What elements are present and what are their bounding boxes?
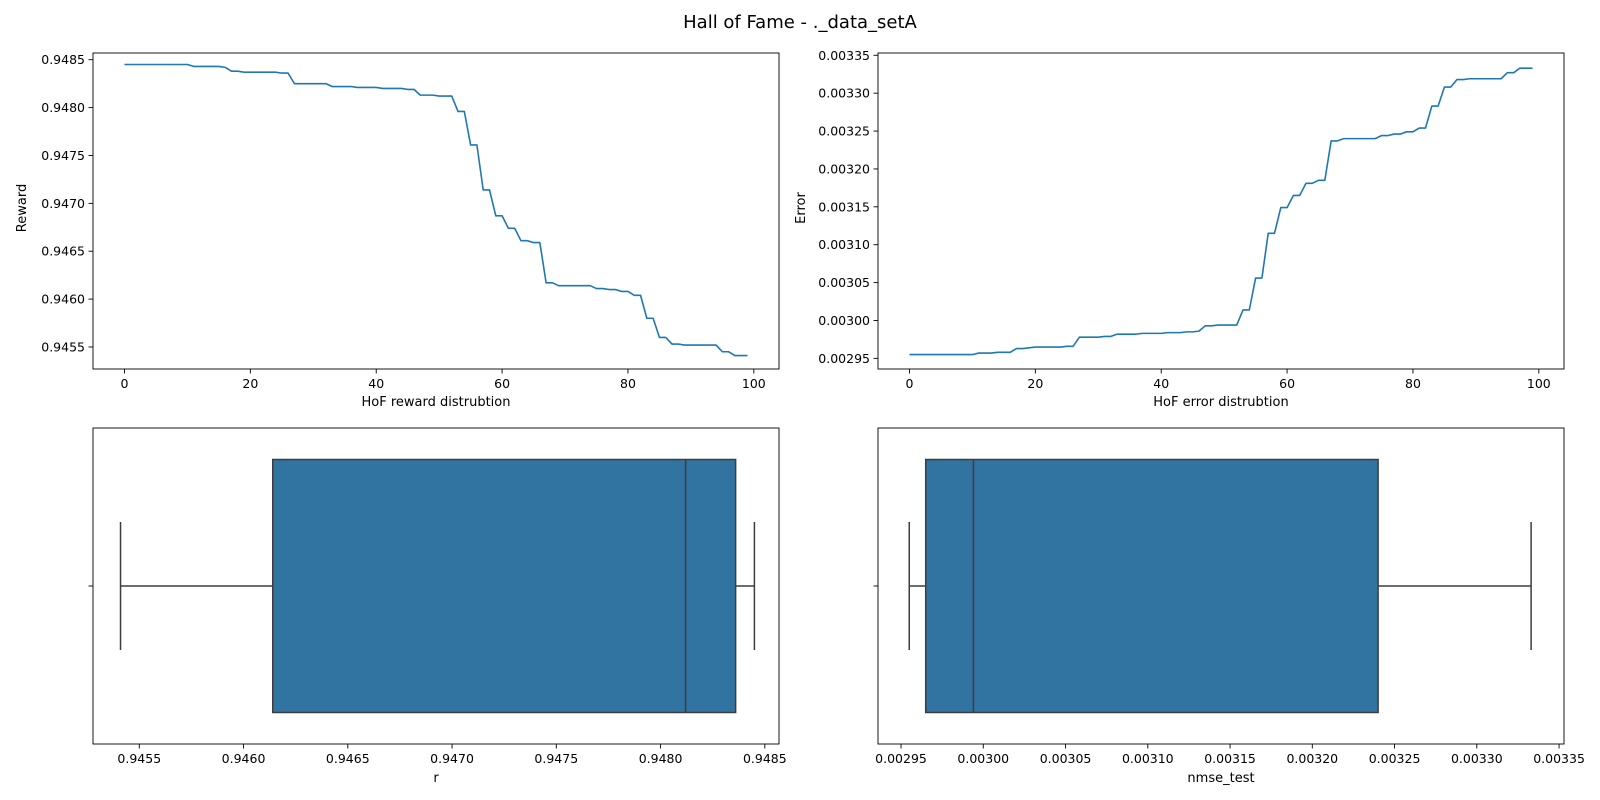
error_line-ytick-label-7: 0.00330 — [818, 86, 870, 101]
reward_box-xtick-label-3: 0.9470 — [430, 751, 474, 766]
error_line-xtick-label-2: 40 — [1153, 376, 1169, 391]
error_line-ytick-label-1: 0.00300 — [818, 313, 870, 328]
reward_box-iqr-box — [271, 458, 737, 714]
error_line-xtick-label-3: 60 — [1279, 376, 1295, 391]
reward_box-xtick-label-2: 0.9465 — [326, 751, 370, 766]
reward_line-ytick-label-5: 0.9480 — [41, 100, 85, 115]
error_line-xtick-label-0: 0 — [905, 376, 913, 391]
reward_line-axes-frame — [92, 52, 780, 370]
error_box-iqr-box — [924, 458, 1379, 714]
reward_box-xtick-label-4: 0.9475 — [534, 751, 578, 766]
error_box-xtick-label-6: 0.00325 — [1369, 751, 1421, 766]
error_box-xtick-label-4: 0.00315 — [1204, 751, 1256, 766]
reward_line-xtick-label-2: 40 — [368, 376, 384, 391]
error_box-xtick-label-1: 0.00300 — [957, 751, 1009, 766]
reward_box-xtick-label-5: 0.9480 — [639, 751, 683, 766]
reward_line-ytick-label-6: 0.9485 — [41, 52, 85, 67]
reward_box-xtick-label-1: 0.9460 — [222, 751, 266, 766]
reward_line-xtick-label-4: 80 — [620, 376, 636, 391]
reward-box-xlabel: r — [433, 771, 439, 786]
reward_box-xtick-label-6: 0.9485 — [743, 751, 787, 766]
reward_box-xtick-label-0: 0.9455 — [117, 751, 161, 766]
error_line-axes-frame — [877, 52, 1565, 370]
error_line-series-line — [909, 67, 1533, 356]
reward_line-xtick-label-1: 20 — [242, 376, 258, 391]
error_box-xtick-label-3: 0.00310 — [1122, 751, 1174, 766]
reward-xlabel: HoF reward distrubtion — [362, 395, 511, 410]
reward_line-ytick-label-3: 0.9470 — [41, 196, 85, 211]
error-ylabel: Error — [794, 192, 809, 224]
reward_line-ytick-label-1: 0.9460 — [41, 292, 85, 307]
reward-line-marks: 0 20 40 60 80 100 0.9455 0.9460 0.9465 0.9470 0.94… — [41, 52, 780, 391]
error_line-ytick-label-8: 0.00335 — [818, 48, 870, 63]
error_line-xtick-label-1: 20 — [1027, 376, 1043, 391]
reward_line-ytick-label-4: 0.9475 — [41, 148, 85, 163]
error_box-xtick-label-0: 0.00295 — [875, 751, 927, 766]
error_line-ytick-label-6: 0.00325 — [818, 124, 870, 139]
error_line-ytick-label-3: 0.00310 — [818, 237, 870, 252]
error-box-xlabel: nmse_test — [1187, 771, 1254, 786]
error_line-ytick-label-2: 0.00305 — [818, 275, 870, 290]
error_box-xtick-label-2: 0.00305 — [1040, 751, 1092, 766]
reward_line-xtick-label-5: 100 — [742, 376, 766, 391]
error_line-ytick-label-4: 0.00315 — [818, 199, 870, 214]
figure-title: Hall of Fame - ._data_setA — [683, 12, 917, 33]
error_line-ytick-label-0: 0.00295 — [818, 351, 870, 366]
error_box-xtick-label-5: 0.00320 — [1286, 751, 1338, 766]
error-line-marks: 0 20 40 60 80 100 0.00295 0.00300 0.00305 0.00310… — [818, 48, 1565, 391]
reward-ylabel: Reward — [15, 184, 30, 232]
reward_line-ytick-label-0: 0.9455 — [41, 339, 85, 354]
error_line-ytick-label-5: 0.00320 — [818, 161, 870, 176]
reward_line-ytick-label-2: 0.9465 — [41, 244, 85, 259]
error-box-marks: 0.00295 0.00300 0.00305 0.00310 0.00315 0.003… — [873, 427, 1585, 766]
error-xlabel: HoF error distrubtion — [1153, 395, 1288, 410]
reward-box-marks: 0.9455 0.9460 0.9465 0.9470 0.9475 0.9480 0.94… — [88, 427, 787, 766]
reward_line-xtick-label-3: 60 — [494, 376, 510, 391]
reward_line-series-line — [124, 63, 748, 357]
error_line-xtick-label-5: 100 — [1527, 376, 1551, 391]
error_box-xtick-label-8: 0.00335 — [1533, 751, 1585, 766]
error_line-xtick-label-4: 80 — [1405, 376, 1421, 391]
error_box-xtick-label-7: 0.00330 — [1451, 751, 1503, 766]
reward_line-xtick-label-0: 0 — [120, 376, 128, 391]
